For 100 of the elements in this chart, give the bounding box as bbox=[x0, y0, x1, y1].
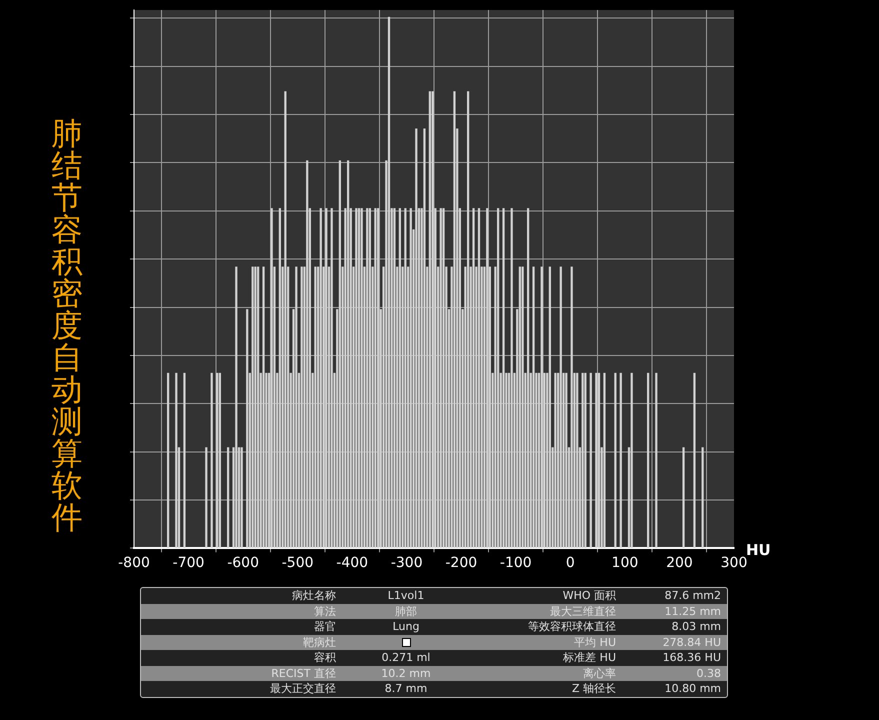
text: 标准差 HU bbox=[563, 651, 616, 664]
bar bbox=[366, 208, 368, 548]
x-tick-label: 200 bbox=[666, 555, 693, 572]
bar bbox=[565, 372, 568, 548]
bar bbox=[360, 208, 363, 548]
text: WHO 面积 bbox=[562, 589, 616, 602]
bar bbox=[554, 372, 556, 548]
bar bbox=[210, 372, 213, 548]
bar bbox=[518, 266, 521, 548]
bar bbox=[355, 208, 358, 548]
x-tick-label: -100 bbox=[500, 555, 532, 572]
bar bbox=[320, 208, 322, 548]
bar bbox=[620, 372, 622, 548]
bar bbox=[338, 160, 341, 548]
text: 肺部 bbox=[395, 604, 417, 618]
x-tick-label: 300 bbox=[720, 555, 748, 572]
text: 最大正交直径 bbox=[270, 682, 336, 695]
bar bbox=[393, 208, 396, 548]
bar bbox=[270, 208, 273, 548]
bar bbox=[467, 91, 470, 548]
bar bbox=[478, 208, 480, 548]
bar bbox=[423, 128, 426, 548]
bar bbox=[522, 266, 524, 548]
text: RECIST 直径 bbox=[271, 666, 336, 680]
bar bbox=[428, 91, 431, 548]
bar bbox=[388, 16, 390, 548]
x-tick-label: -800 bbox=[118, 555, 150, 572]
bar bbox=[410, 208, 412, 548]
text: L1vol1 bbox=[388, 589, 424, 602]
bar bbox=[595, 372, 598, 548]
text: 算法 bbox=[314, 604, 336, 618]
bar bbox=[582, 372, 584, 548]
bar bbox=[655, 372, 658, 548]
bar bbox=[330, 208, 333, 548]
text: 168.36 HU bbox=[662, 651, 721, 664]
bar bbox=[398, 208, 401, 548]
bar bbox=[510, 208, 513, 548]
x-tick-label: -200 bbox=[445, 555, 478, 572]
bar bbox=[325, 208, 328, 548]
bar bbox=[254, 266, 256, 548]
text: 等效容积球体直径 bbox=[528, 620, 616, 633]
bar bbox=[527, 208, 530, 548]
x-axis-title: HU bbox=[746, 541, 771, 559]
bar bbox=[235, 266, 238, 548]
text: Lung bbox=[392, 620, 420, 633]
bar bbox=[576, 372, 578, 548]
bar bbox=[183, 372, 186, 548]
bar bbox=[218, 372, 221, 548]
text: 最大三维直径 bbox=[550, 604, 616, 618]
text: 容积 bbox=[314, 651, 336, 664]
bar bbox=[630, 372, 633, 548]
text: 87.6 mm2 bbox=[664, 589, 721, 602]
bar bbox=[227, 447, 230, 548]
text: 靶病灶 bbox=[303, 636, 336, 648]
bar bbox=[570, 266, 573, 548]
x-tick-label: 100 bbox=[612, 555, 638, 572]
bar bbox=[358, 208, 360, 548]
bar bbox=[175, 372, 178, 548]
text: 平均 HU bbox=[574, 636, 616, 648]
bar bbox=[693, 372, 696, 548]
text: 病灶名称 bbox=[292, 589, 336, 602]
bar bbox=[300, 266, 303, 548]
bar bbox=[647, 372, 650, 548]
bar bbox=[442, 208, 445, 548]
bar bbox=[347, 160, 350, 548]
bar bbox=[472, 208, 475, 548]
bar bbox=[314, 266, 316, 548]
bar bbox=[284, 91, 286, 548]
bar bbox=[590, 372, 592, 548]
bar bbox=[252, 266, 254, 548]
bar bbox=[598, 372, 600, 548]
bar bbox=[377, 208, 380, 548]
bar bbox=[702, 447, 704, 548]
bar bbox=[374, 208, 376, 548]
text: 器官 bbox=[314, 620, 336, 633]
text: Z 轴径长 bbox=[572, 682, 616, 695]
bar bbox=[548, 266, 551, 548]
bar bbox=[404, 208, 406, 548]
bar bbox=[432, 91, 434, 548]
bar bbox=[167, 372, 170, 548]
text: 0.271 ml bbox=[382, 651, 430, 664]
bar bbox=[502, 208, 505, 548]
text: 8.03 mm bbox=[672, 620, 721, 633]
bar bbox=[415, 128, 418, 548]
bar bbox=[246, 309, 248, 548]
bar bbox=[205, 447, 208, 548]
bar bbox=[368, 208, 371, 548]
x-tick-label: -500 bbox=[282, 555, 314, 572]
bar bbox=[540, 266, 543, 548]
bar bbox=[584, 372, 586, 548]
x-tick-label: -600 bbox=[227, 555, 259, 572]
bar bbox=[682, 447, 685, 548]
bar bbox=[497, 208, 500, 548]
bar bbox=[295, 266, 298, 548]
x-tick-label: -300 bbox=[390, 555, 423, 572]
chart-title: 肺结节容积密度自动测算软件 bbox=[52, 116, 82, 536]
bar bbox=[603, 372, 606, 548]
text: 278.84 HU bbox=[662, 636, 721, 648]
x-tick-label: -400 bbox=[336, 555, 368, 572]
bar bbox=[262, 266, 265, 548]
